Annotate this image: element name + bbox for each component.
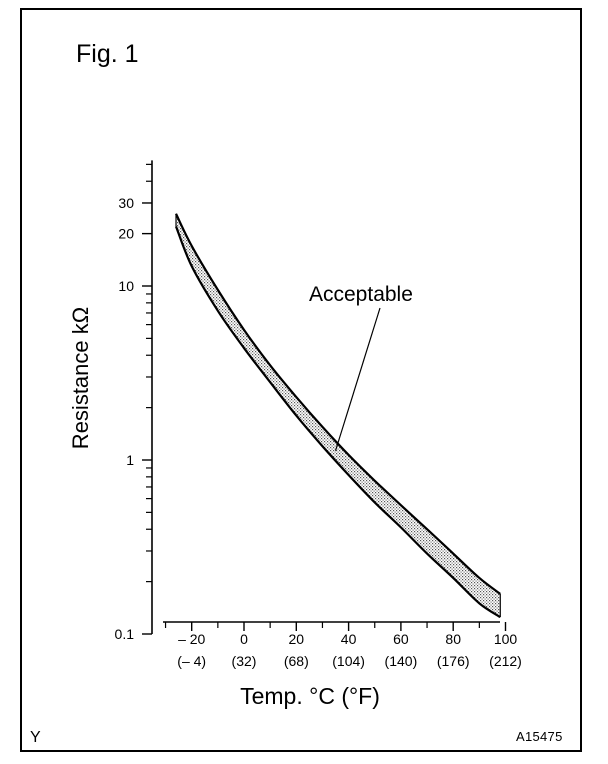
x-tick-label: 60 [393, 631, 409, 647]
x-tick-sublabel: (104) [332, 653, 365, 669]
x-tick-label: – 20 [178, 631, 205, 647]
upper-limit-curve [175, 213, 501, 595]
y-axis-label: Resistance kΩ [68, 307, 93, 449]
x-tick-label: 100 [494, 631, 518, 647]
y-tick-label: 1 [126, 452, 134, 468]
x-tick-label: 40 [341, 631, 357, 647]
y-axis: 0.1 1 10 20 30 [115, 160, 153, 642]
figure-frame [20, 8, 582, 752]
x-tick-sublabel: (68) [284, 653, 309, 669]
x-tick-sublabel: (140) [385, 653, 418, 669]
annotation-leader-line [334, 307, 381, 451]
lower-limit-curve [174, 226, 501, 619]
x-tick-label: 80 [445, 631, 461, 647]
x-axis-label: Temp. °C (°F) [240, 683, 380, 709]
y-tick-label: 0.1 [115, 626, 135, 642]
x-tick-label: 20 [289, 631, 305, 647]
y-tick-label: 30 [118, 195, 134, 211]
plot-area [174, 213, 501, 619]
x-tick-sublabel: (– 4) [177, 653, 206, 669]
x-tick-sublabel: (212) [489, 653, 522, 669]
y-tick-label: 10 [118, 278, 134, 294]
x-tick-label: 0 [240, 631, 248, 647]
corner-label-right: A15475 [516, 729, 563, 744]
corner-label-left: Y [30, 729, 41, 746]
x-tick-sublabel: (32) [232, 653, 257, 669]
x-axis: – 20 (– 4) 0 (32) 20 (68) 40 (104) 60 (140) 80 (176… [163, 621, 522, 669]
acceptable-band [176, 213, 501, 618]
figure-title: Fig. 1 [76, 40, 139, 68]
acceptable-annotation: Acceptable [309, 283, 413, 306]
x-tick-sublabel: (176) [437, 653, 470, 669]
y-tick-label: 20 [118, 226, 134, 242]
